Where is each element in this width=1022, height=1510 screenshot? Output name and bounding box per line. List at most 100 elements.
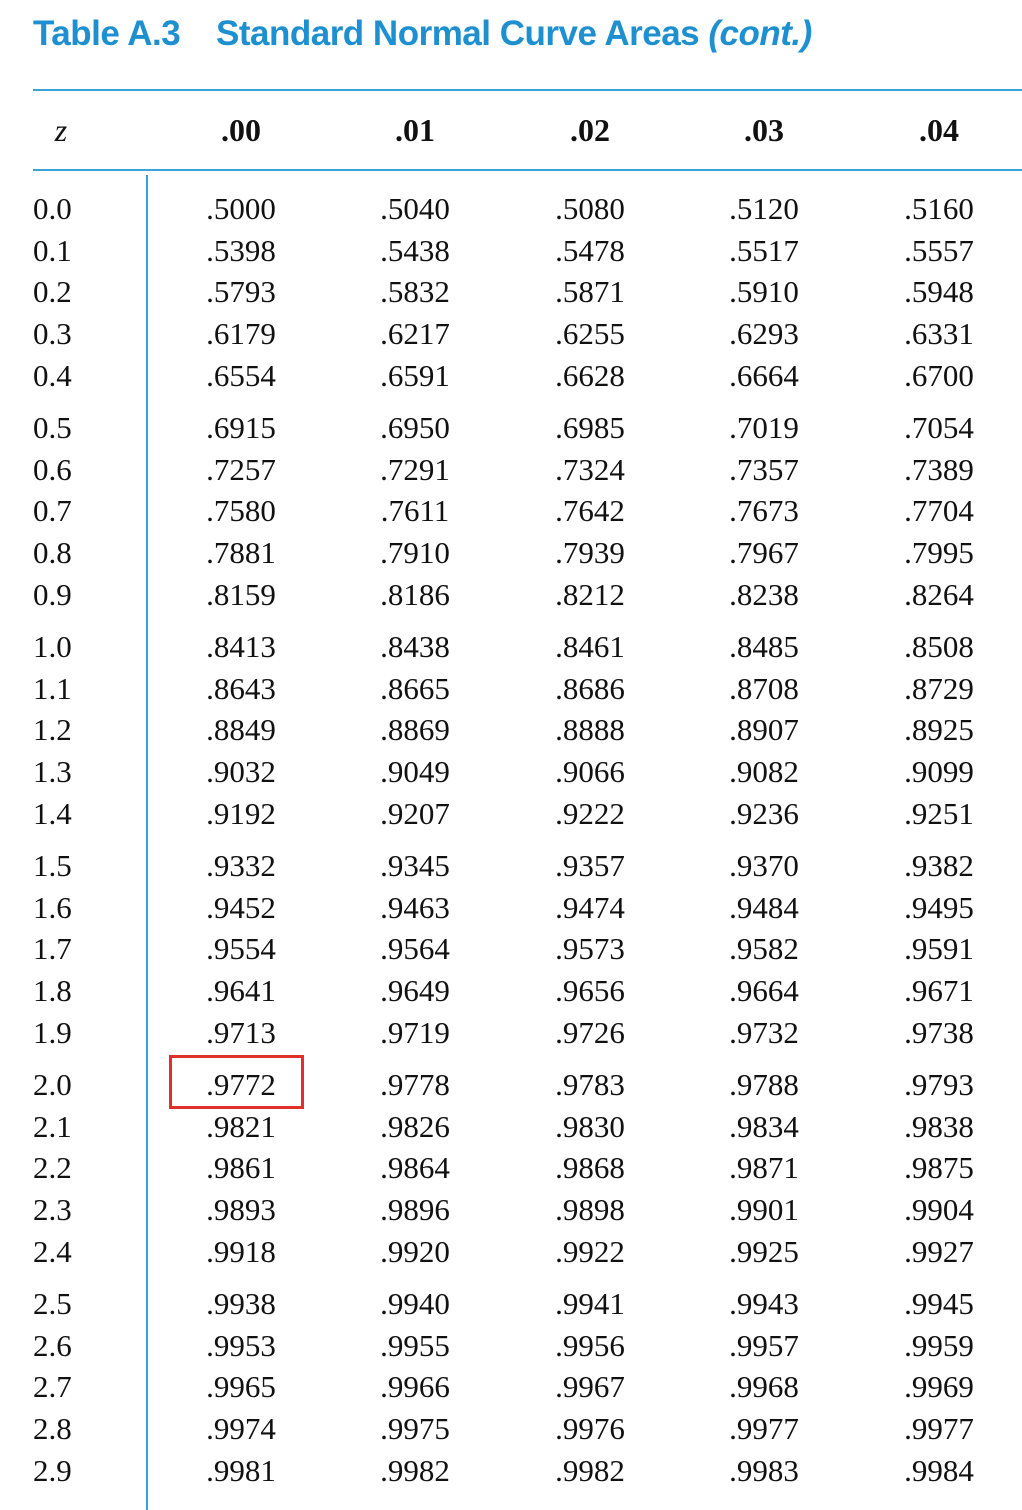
area-value-cell: .9452 xyxy=(206,889,276,925)
table-row: 2.5 .9938 .9940 .9941 .9943 .9945 xyxy=(0,1283,1022,1325)
area-value-cell: .9896 xyxy=(380,1192,450,1228)
area-value-cell: .8665 xyxy=(380,670,450,706)
area-value-cell: .9982 xyxy=(380,1452,450,1488)
area-value-cell: .9591 xyxy=(904,931,974,967)
area-value-cell: .9032 xyxy=(206,754,276,790)
table-row: 2.4 .9918 .9920 .9922 .9925 .9927 xyxy=(0,1231,1022,1273)
area-value-cell: .8485 xyxy=(729,629,799,664)
z-value-cell: 0.3 xyxy=(33,316,72,352)
area-value-cell: .6664 xyxy=(729,357,799,393)
area-value-cell: .8907 xyxy=(729,712,799,748)
area-value-cell: .9251 xyxy=(904,795,974,831)
area-value-cell: .5948 xyxy=(904,274,974,310)
z-value-cell: 1.2 xyxy=(33,712,72,748)
area-value-cell: .7389 xyxy=(904,451,974,487)
highlight-box xyxy=(169,1055,304,1109)
header-col-03: .03 xyxy=(744,112,784,148)
area-value-cell: .6255 xyxy=(555,316,625,352)
area-value-cell: .9982 xyxy=(555,1452,625,1488)
area-value-cell: .9719 xyxy=(380,1014,450,1050)
z-value-cell: 1.5 xyxy=(33,848,72,883)
area-value-cell: .8212 xyxy=(555,576,625,612)
area-value-cell: .7881 xyxy=(206,535,276,571)
area-value-cell: .9838 xyxy=(904,1108,974,1144)
area-value-cell: .5478 xyxy=(555,232,625,268)
z-value-cell: 1.4 xyxy=(33,795,72,831)
area-value-cell: .6985 xyxy=(555,410,625,445)
area-value-cell: .9901 xyxy=(729,1192,799,1228)
z-value-cell: 2.0 xyxy=(33,1067,72,1102)
table-label: Table A.3 xyxy=(33,14,181,53)
table-row: 1.1 .8643 .8665 .8686 .8708 .8729 xyxy=(0,668,1022,710)
area-value-cell: .8849 xyxy=(206,712,276,748)
table-row: 2.0 .9772 .9778 .9783 .9788 .9793 xyxy=(0,1064,1022,1106)
z-value-cell: 1.7 xyxy=(33,931,72,967)
z-value-cell: 2.1 xyxy=(33,1108,72,1144)
table-cont: (cont.) xyxy=(708,14,812,53)
area-value-cell: .9793 xyxy=(904,1067,974,1102)
area-value-cell: .5040 xyxy=(380,191,450,226)
area-value-cell: .8888 xyxy=(555,712,625,748)
table-row: 2.7 .9965 .9966 .9967 .9968 .9969 xyxy=(0,1366,1022,1408)
area-value-cell: .9649 xyxy=(380,973,450,1009)
area-value-cell: .5793 xyxy=(206,274,276,310)
table-row: 1.6 .9452 .9463 .9474 .9484 .9495 xyxy=(0,887,1022,929)
table-row: 1.7 .9554 .9564 .9573 .9582 .9591 xyxy=(0,928,1022,970)
area-value-cell: .5000 xyxy=(206,191,276,226)
area-value-cell: .6700 xyxy=(904,357,974,393)
area-value-cell: .6915 xyxy=(206,410,276,445)
area-value-cell: .9940 xyxy=(380,1286,450,1321)
table-row: 2.8 .9974 .9975 .9976 .9977 .9977 xyxy=(0,1408,1022,1450)
z-value-cell: 2.4 xyxy=(33,1233,72,1269)
area-value-cell: .9945 xyxy=(904,1286,974,1321)
header-col-04: .04 xyxy=(919,112,959,148)
header-col-01: .01 xyxy=(395,112,435,148)
area-value-cell: .8869 xyxy=(380,712,450,748)
area-value-cell: .9732 xyxy=(729,1014,799,1050)
area-value-cell: .9969 xyxy=(904,1369,974,1405)
area-value-cell: .8264 xyxy=(904,576,974,612)
area-value-cell: .9983 xyxy=(729,1452,799,1488)
area-value-cell: .6217 xyxy=(380,316,450,352)
area-value-cell: .8686 xyxy=(555,670,625,706)
table-row: 2.9 .9981 .9982 .9982 .9983 .9984 xyxy=(0,1450,1022,1492)
area-value-cell: .9788 xyxy=(729,1067,799,1102)
area-value-cell: .5120 xyxy=(729,191,799,226)
area-value-cell: .6591 xyxy=(380,357,450,393)
area-value-cell: .9875 xyxy=(904,1150,974,1186)
area-value-cell: .9357 xyxy=(555,848,625,883)
header-col-00: .00 xyxy=(221,112,261,148)
z-value-cell: 0.5 xyxy=(33,410,72,445)
area-value-cell: .9332 xyxy=(206,848,276,883)
area-value-cell: .9981 xyxy=(206,1452,276,1488)
area-value-cell: .9925 xyxy=(729,1233,799,1269)
table-row: 1.3 .9032 .9049 .9066 .9082 .9099 xyxy=(0,751,1022,793)
area-value-cell: .8238 xyxy=(729,576,799,612)
area-value-cell: .8708 xyxy=(729,670,799,706)
area-value-cell: .9976 xyxy=(555,1411,625,1447)
table-row: 2.6 .9953 .9955 .9956 .9957 .9959 xyxy=(0,1325,1022,1367)
area-value-cell: .9938 xyxy=(206,1286,276,1321)
z-value-cell: 0.6 xyxy=(33,451,72,487)
table-row: 2.1 .9821 .9826 .9830 .9834 .9838 xyxy=(0,1106,1022,1148)
area-value-cell: .9474 xyxy=(555,889,625,925)
area-value-cell: .9830 xyxy=(555,1108,625,1144)
z-value-cell: 2.6 xyxy=(33,1327,72,1363)
table-row: 0.6 .7257 .7291 .7324 .7357 .7389 xyxy=(0,449,1022,491)
table-row: 0.8 .7881 .7910 .7939 .7967 .7995 xyxy=(0,532,1022,574)
area-value-cell: .5438 xyxy=(380,232,450,268)
table-row: 0.7 .7580 .7611 .7642 .7673 .7704 xyxy=(0,490,1022,532)
area-value-cell: .9664 xyxy=(729,973,799,1009)
table-row: 0.0 .5000 .5040 .5080 .5120 .5160 xyxy=(0,188,1022,230)
area-value-cell: .9826 xyxy=(380,1108,450,1144)
area-value-cell: .9656 xyxy=(555,973,625,1009)
table-row: 0.2 .5793 .5832 .5871 .5910 .5948 xyxy=(0,271,1022,313)
area-value-cell: .9066 xyxy=(555,754,625,790)
table-row: 1.4 .9192 .9207 .9222 .9236 .9251 xyxy=(0,793,1022,835)
table-row: 1.8 .9641 .9649 .9656 .9664 .9671 xyxy=(0,970,1022,1012)
area-value-cell: .9463 xyxy=(380,889,450,925)
area-value-cell: .9821 xyxy=(206,1108,276,1144)
area-value-cell: .9967 xyxy=(555,1369,625,1405)
area-value-cell: .9957 xyxy=(729,1327,799,1363)
area-value-cell: .5871 xyxy=(555,274,625,310)
